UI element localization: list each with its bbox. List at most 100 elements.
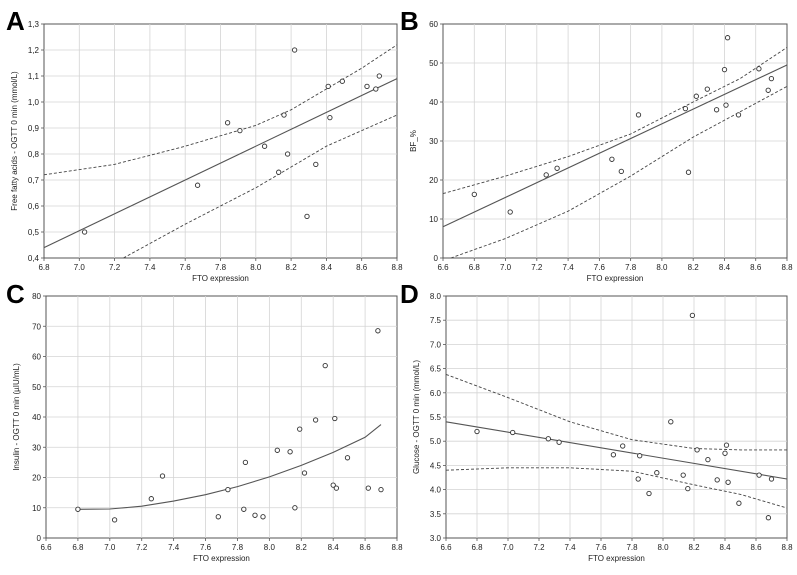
y-tick-label: 0 — [37, 534, 42, 543]
y-tick-label: 30 — [429, 137, 438, 146]
data-point — [654, 470, 660, 476]
panel-label: C — [6, 279, 25, 309]
confidence-band-upper — [442, 47, 788, 195]
confidence-band-lower — [123, 114, 398, 259]
chart-panel-c: 6.6 6.8 7.0 7.2 7.4 7.6 7.8 8.0 8.2 8.4 8.6 8.8 0 10 2… — [6, 279, 403, 563]
x-tick-label: 7.4 — [563, 263, 575, 272]
data-point — [554, 165, 560, 171]
x-tick-label: 8.0 — [264, 543, 276, 552]
fit-line — [442, 64, 788, 228]
data-point — [297, 426, 303, 432]
y-tick-label: 40 — [32, 413, 41, 422]
y-tick-label: 6.0 — [430, 389, 442, 398]
data-point — [281, 112, 287, 118]
data-point — [287, 449, 293, 455]
y-tick-label: 0,5 — [28, 228, 40, 237]
x-tick-label: 8.6 — [360, 543, 372, 552]
data-point — [723, 102, 729, 108]
x-tick-label: 6.6 — [440, 543, 452, 552]
x-tick-label: 7.2 — [533, 543, 545, 552]
y-tick-label: 7.0 — [430, 340, 442, 349]
y-tick-label: 80 — [32, 292, 41, 301]
data-point — [556, 439, 562, 445]
data-point — [474, 428, 480, 435]
x-tick-label: 7.0 — [104, 543, 116, 552]
data-point — [75, 506, 81, 512]
y-tick-label: 20 — [32, 474, 41, 483]
data-point — [148, 496, 154, 502]
y-tick-label: 8.0 — [430, 292, 442, 301]
y-tick-label: 60 — [32, 353, 41, 362]
x-axis-label: FTO expression — [193, 554, 250, 563]
data-point — [725, 479, 731, 485]
data-point — [375, 328, 381, 334]
panel-label: B — [400, 6, 419, 36]
data-point — [756, 472, 762, 478]
data-point — [322, 362, 328, 369]
y-axis-label: Insulin - OGTT 0 min (µIU/mL) — [12, 363, 21, 471]
data-point — [735, 112, 742, 118]
y-tick-label: 60 — [429, 20, 438, 29]
confidence-band-upper — [445, 373, 787, 451]
y-tick-label: 0,6 — [28, 202, 40, 211]
x-tick-label: 6.8 — [72, 543, 84, 552]
y-tick-label: 10 — [429, 215, 438, 224]
x-tick-label: 7.6 — [180, 263, 192, 272]
data-point — [225, 486, 231, 493]
x-tick-label: 7.6 — [200, 543, 212, 552]
data-point — [609, 156, 615, 162]
y-tick-label: 4.0 — [430, 486, 442, 495]
x-tick-label: 7.0 — [500, 263, 512, 272]
panel-label: A — [6, 6, 25, 36]
data-point — [689, 312, 696, 319]
data-point — [618, 168, 624, 175]
data-point — [373, 86, 379, 92]
data-point — [159, 473, 166, 479]
x-tick-label: 8.4 — [321, 263, 333, 272]
y-tick-label: 6.5 — [430, 365, 442, 374]
data-point — [260, 514, 266, 520]
data-point — [685, 485, 691, 492]
data-point — [704, 86, 710, 92]
data-point — [765, 87, 771, 93]
x-tick-label: 8.8 — [391, 543, 403, 552]
data-point — [765, 515, 772, 521]
data-point — [545, 436, 551, 442]
data-point — [332, 415, 338, 422]
x-tick-label: 7.2 — [109, 263, 121, 272]
x-tick-label: 8.0 — [250, 263, 262, 272]
x-tick-label: 7.8 — [232, 543, 244, 552]
y-tick-label: 0,9 — [28, 124, 40, 133]
data-point — [284, 151, 291, 157]
data-point — [215, 514, 221, 520]
data-point — [304, 213, 310, 220]
x-tick-label: 7.6 — [595, 543, 607, 552]
data-point — [768, 75, 775, 82]
data-point — [646, 490, 652, 497]
data-point — [685, 169, 692, 175]
fit-line — [445, 421, 788, 480]
data-point — [721, 66, 728, 73]
fit-line — [43, 78, 398, 249]
y-tick-label: 1,0 — [28, 98, 40, 107]
data-point — [768, 476, 775, 482]
y-tick-label: 40 — [429, 98, 438, 107]
data-point — [471, 191, 477, 198]
data-point — [252, 512, 258, 518]
y-axis-label: Glucose - OGTT 0 min (mmol/L) — [412, 360, 421, 474]
data-point — [635, 112, 642, 118]
data-point — [694, 447, 700, 453]
data-point — [364, 83, 370, 90]
x-tick-label: 8.2 — [688, 263, 700, 272]
x-tick-label: 7.4 — [144, 263, 156, 272]
x-tick-label: 8.8 — [391, 263, 403, 272]
x-tick-label: 8.6 — [750, 263, 762, 272]
x-tick-label: 7.4 — [564, 543, 576, 552]
data-point — [736, 500, 742, 506]
x-axis-label: FTO expression — [587, 274, 644, 283]
y-tick-label: 0,7 — [28, 176, 40, 185]
x-tick-label: 7.8 — [215, 263, 227, 272]
data-point — [261, 143, 268, 149]
data-point — [194, 182, 201, 188]
